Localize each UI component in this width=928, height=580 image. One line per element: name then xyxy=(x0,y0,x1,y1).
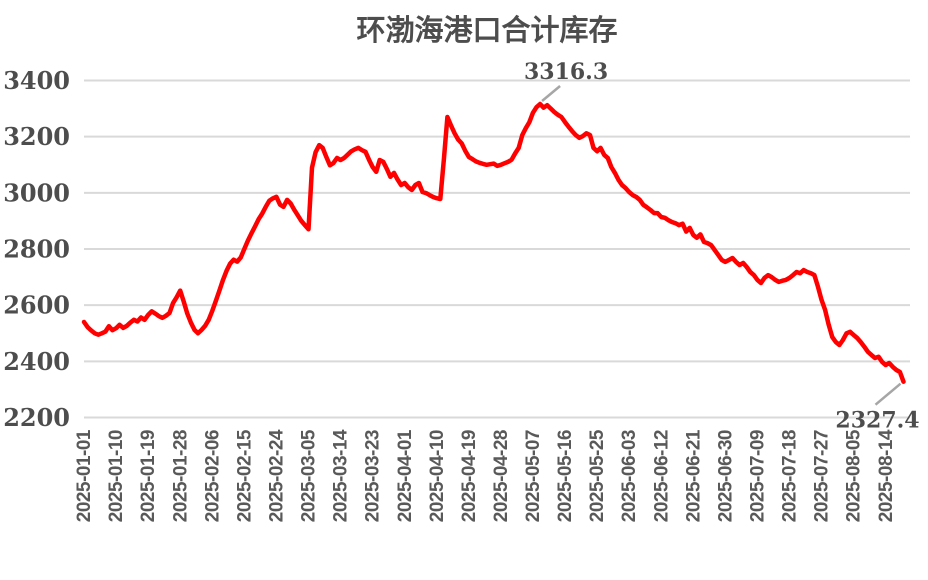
y-axis-tick-label: 2400 xyxy=(3,347,70,376)
y-axis-tick-label: 3200 xyxy=(3,122,70,151)
x-axis-tick-label: 2025-01-10 xyxy=(106,430,127,522)
x-axis-tick-label: 2025-05-16 xyxy=(555,430,576,522)
y-axis-tick-label: 3000 xyxy=(3,178,70,207)
x-axis-tick-label: 2025-02-06 xyxy=(202,430,223,522)
y-axis-tick-label: 2800 xyxy=(3,235,70,264)
x-axis-tick-label: 2025-04-19 xyxy=(459,430,480,522)
x-axis-tick-label: 2025-07-27 xyxy=(812,430,833,522)
annotation-label: 2327.4 xyxy=(835,408,919,434)
x-axis-tick-label: 2025-08-05 xyxy=(844,429,865,522)
x-axis-tick-label: 2025-01-28 xyxy=(170,430,191,522)
x-axis-tick-label: 2025-04-01 xyxy=(395,429,416,522)
y-axis-tick-label: 2200 xyxy=(3,403,70,432)
x-axis-tick-label: 2025-01-19 xyxy=(138,430,159,522)
series-line xyxy=(81,101,906,384)
x-axis-tick-label: 2025-04-10 xyxy=(427,430,448,522)
x-axis-tick-label: 2025-06-21 xyxy=(683,429,704,522)
y-axis-tick-label: 3400 xyxy=(3,66,70,95)
y-axis-tick-label: 2600 xyxy=(3,291,70,320)
x-axis-tick-label: 2025-04-28 xyxy=(491,430,512,522)
annotation-callout-line xyxy=(874,382,902,406)
x-axis-tick-label: 2025-06-12 xyxy=(651,430,672,522)
annotation-callout-line xyxy=(541,85,561,102)
x-axis-tick-label: 2025-02-15 xyxy=(234,429,255,522)
x-axis-tick-label: 2025-07-09 xyxy=(747,430,768,522)
x-axis-tick-label: 2025-06-30 xyxy=(715,430,736,522)
annotation-label: 3316.3 xyxy=(524,59,608,85)
x-axis-tick-label: 2025-03-14 xyxy=(331,429,352,522)
x-axis-tick-label: 2025-03-05 xyxy=(299,429,320,522)
x-axis-tick-label: 2025-05-25 xyxy=(587,429,608,522)
x-axis-tick-label: 2025-05-07 xyxy=(523,430,544,522)
x-axis-tick-label: 2025-08-14 xyxy=(876,429,897,522)
x-axis-tick-label: 2025-07-18 xyxy=(780,430,801,522)
x-axis-tick-label: 2025-02-24 xyxy=(266,429,287,522)
x-axis-tick-label: 2025-06-03 xyxy=(619,430,640,522)
x-axis-tick-label: 2025-01-01 xyxy=(74,429,95,522)
x-axis-tick-label: 2025-03-23 xyxy=(363,430,384,522)
chart-title: 环渤海港口合计库存 xyxy=(356,13,617,47)
